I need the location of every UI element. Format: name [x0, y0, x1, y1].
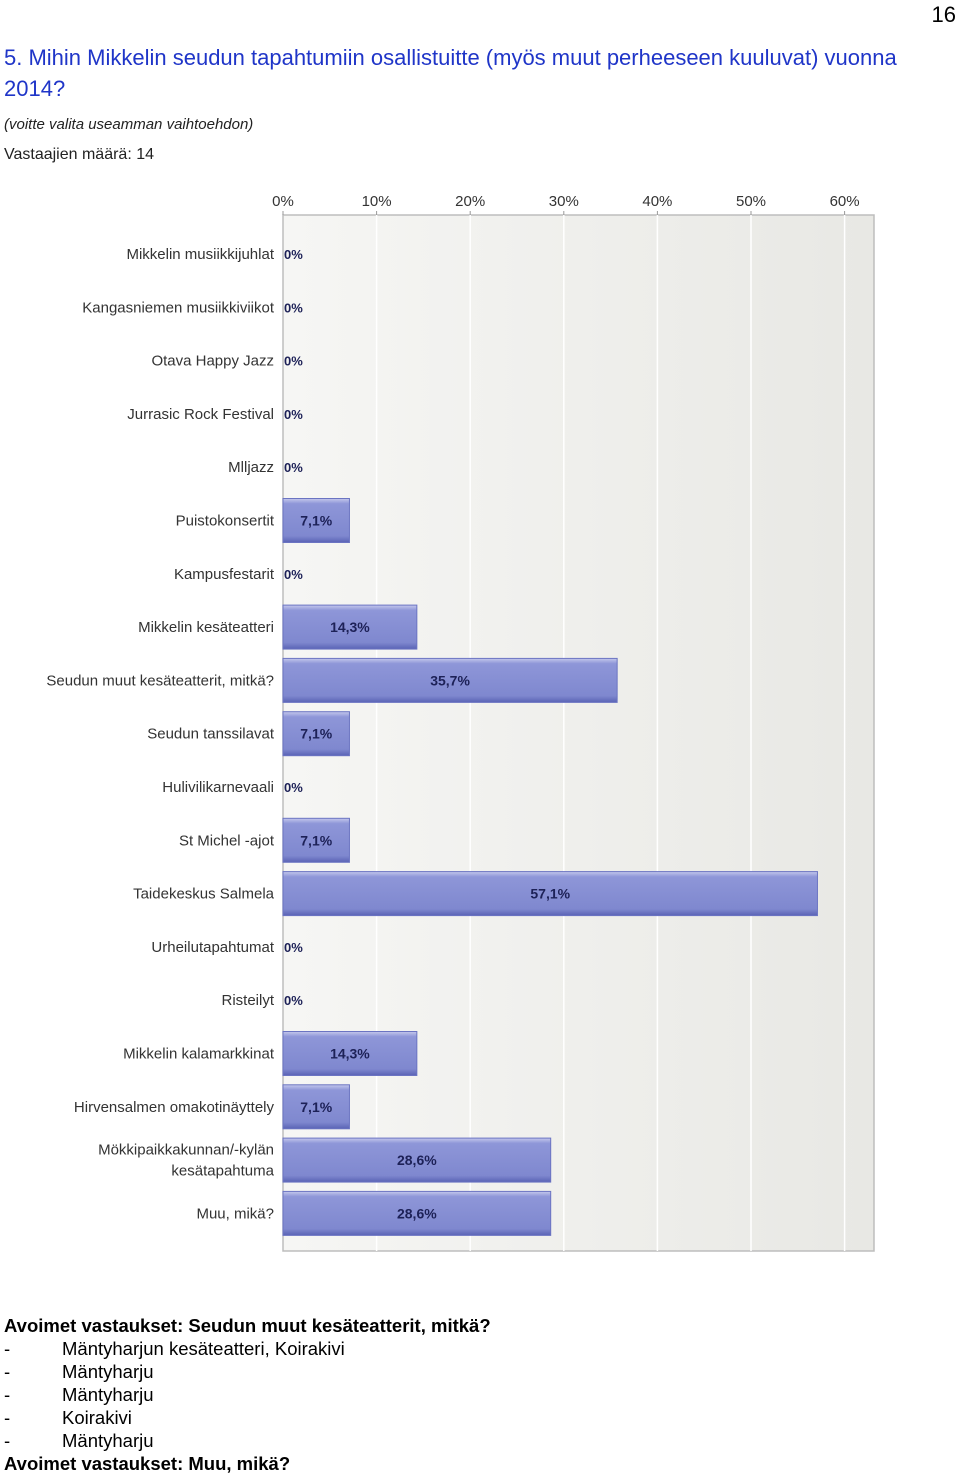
open-answers-heading-2: Avoimet vastaukset: Muu, mikä?	[4, 1453, 291, 1474]
value-label: 35,7%	[430, 672, 470, 688]
category-label: Muu, mikä?	[196, 1205, 274, 1222]
value-label: 7,1%	[300, 726, 332, 742]
value-label: 0%	[284, 567, 303, 582]
category-label: Mikkelin kalamarkkinat	[123, 1046, 275, 1063]
x-tick-label: 40%	[642, 193, 672, 210]
open-answer-item: - Mäntyharjun kesäteatteri, Koirakivi	[4, 1337, 944, 1360]
category-label: Seudun muut kesäteatterit, mitkä?	[46, 672, 274, 689]
hint-text: (voitte valita useamman vaihtoehdon)	[4, 116, 254, 133]
bar	[282, 817, 350, 863]
value-label: 0%	[284, 780, 303, 795]
bar-chart: 0% 10% 20% 30% 40% 50% 60% Mikkelin musiikkijuh…	[46, 193, 875, 1252]
category-label: Mlljazz	[228, 459, 274, 476]
open-answers-heading: Avoimet vastaukset: Seudun muut kesäteat…	[4, 1315, 491, 1336]
plot-area	[282, 214, 875, 1252]
x-tick-label: 60%	[830, 193, 860, 210]
value-label: 0%	[284, 407, 303, 422]
value-label: 0%	[284, 354, 303, 369]
category-label: Seudun tanssilavat	[147, 726, 275, 743]
bar	[282, 657, 618, 703]
open-answer-item: - Mäntyharju	[4, 1383, 944, 1406]
open-answer-text: Mäntyharjun kesäteatteri, Koirakivi	[62, 1338, 345, 1359]
category-label: St Michel -ajot	[179, 832, 275, 849]
open-answers-section: Avoimet vastaukset: Seudun muut kesäteat…	[4, 1314, 944, 1475]
bar	[282, 1137, 552, 1183]
open-answer-text: Mäntyharju	[62, 1430, 154, 1451]
bar	[282, 1031, 418, 1076]
value-label: 7,1%	[300, 513, 332, 529]
value-label: 14,3%	[330, 619, 370, 635]
value-label: 0%	[284, 460, 303, 475]
value-label: 0%	[284, 940, 303, 955]
open-answer-text: Koirakivi	[62, 1407, 132, 1428]
value-label: 7,1%	[300, 1099, 332, 1115]
category-label: Hirvensalmen omakotinäyttely	[74, 1099, 275, 1116]
x-tick-label: 20%	[455, 193, 485, 210]
question-title: 5. Mihin Mikkelin seudun tapahtumiin osa…	[4, 45, 897, 101]
open-answer-item: - Mäntyharju	[4, 1429, 944, 1452]
list-dash: -	[4, 1430, 11, 1451]
bar	[282, 1190, 552, 1236]
list-dash: -	[4, 1361, 11, 1382]
category-label: Mökkipaikkakunnan/-kylän kesätapahtuma	[98, 1142, 275, 1180]
bar	[282, 711, 350, 757]
open-answer-text: Mäntyharju	[62, 1384, 154, 1405]
value-label: 14,3%	[330, 1046, 370, 1062]
open-answer-item: - Koirakivi	[4, 1406, 944, 1429]
value-label: 28,6%	[397, 1152, 437, 1168]
open-answer-text: Mäntyharju	[62, 1361, 154, 1382]
respondent-count: Vastaajien määrä: 14	[4, 146, 155, 163]
category-label: Mikkelin kesäteatteri	[138, 619, 274, 636]
category-label: Kangasniemen musiikkiviikot	[82, 299, 275, 316]
x-tick-label: 10%	[362, 193, 392, 210]
bar	[282, 871, 818, 917]
x-tick-label: 0%	[272, 193, 294, 210]
category-label: Risteilyt	[221, 992, 274, 1009]
value-label: 57,1%	[530, 886, 570, 902]
open-answer-item: - Mäntyharju	[4, 1360, 944, 1383]
category-label: Otava Happy Jazz	[151, 353, 274, 370]
x-tick-label: 30%	[549, 193, 579, 210]
category-label: Mikkelin musiikkijuhlat	[126, 246, 274, 263]
category-label: Puistokonsertit	[176, 513, 275, 530]
list-dash: -	[4, 1338, 11, 1359]
value-label: 28,6%	[397, 1205, 437, 1221]
bar	[282, 604, 418, 650]
value-label: 0%	[284, 300, 303, 315]
x-tick-label: 50%	[736, 193, 766, 210]
page-number: 16	[931, 2, 956, 27]
list-dash: -	[4, 1384, 11, 1405]
bar	[282, 1084, 350, 1130]
value-label: 7,1%	[300, 832, 332, 848]
category-label: Taidekeskus Salmela	[133, 886, 275, 903]
category-label: Kampusfestarit	[174, 566, 275, 583]
category-label: Urheilutapahtumat	[151, 939, 274, 956]
value-label: 0%	[284, 247, 303, 262]
category-label: Jurrasic Rock Festival	[127, 406, 274, 423]
category-label: Hulivilikarnevaali	[162, 779, 274, 796]
bar	[282, 498, 350, 543]
value-label: 0%	[284, 993, 303, 1008]
list-dash: -	[4, 1407, 11, 1428]
